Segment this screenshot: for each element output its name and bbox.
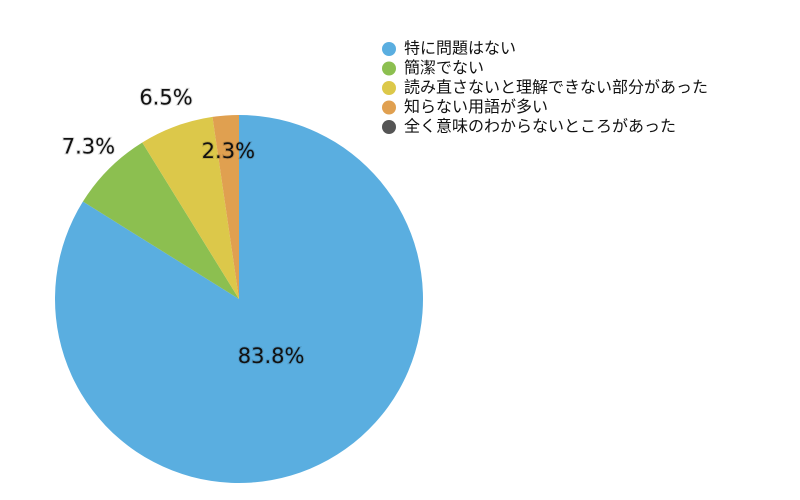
legend-marker — [382, 100, 396, 115]
value-label: 6.5% — [139, 85, 192, 109]
legend-label: 読み直さないと理解できない部分があった — [404, 78, 708, 97]
legend-label: 知らない用語が多い — [404, 97, 548, 116]
pie-slice — [82, 142, 239, 299]
value-label: 83.8% — [238, 344, 305, 368]
legend-marker — [382, 81, 396, 95]
legend-label: 全く意味のわからないところがあった — [404, 117, 676, 136]
value-label: 7.3% — [62, 135, 115, 159]
legend-marker — [382, 120, 396, 134]
legend-label: 簡潔でない — [404, 58, 484, 77]
pie-slice — [55, 115, 424, 483]
pie-slice — [212, 115, 239, 299]
legend-marker — [382, 42, 396, 56]
value-label: 2.3% — [202, 139, 255, 163]
legend-marker — [382, 61, 396, 76]
legend-label: 特に問題はない — [404, 39, 516, 58]
pie-slice — [142, 116, 239, 299]
